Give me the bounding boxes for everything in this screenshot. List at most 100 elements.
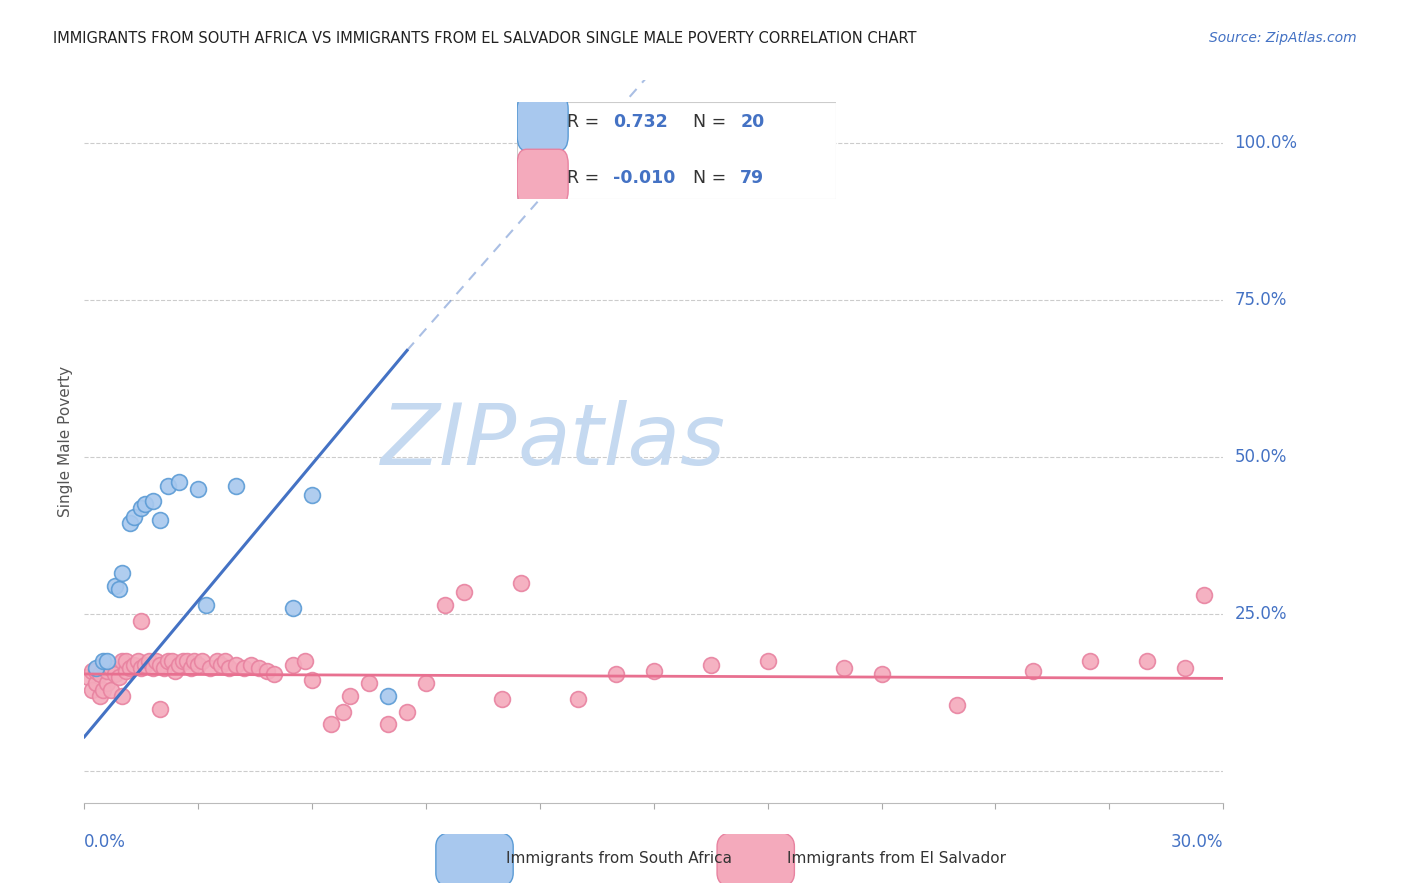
Point xyxy=(207,655,229,669)
Point xyxy=(191,655,214,669)
Point xyxy=(169,657,191,672)
Point xyxy=(301,673,323,688)
Text: 100.0%: 100.0% xyxy=(1234,134,1298,153)
Text: atlas: atlas xyxy=(517,400,725,483)
Point xyxy=(209,657,232,672)
Point xyxy=(510,575,533,590)
Point xyxy=(111,689,134,703)
Point xyxy=(134,497,156,511)
Point xyxy=(122,657,145,672)
Point xyxy=(396,705,419,719)
Point xyxy=(111,655,134,669)
Point xyxy=(107,582,129,597)
Point xyxy=(138,655,160,669)
Point xyxy=(100,682,122,697)
Point xyxy=(567,692,589,706)
Point xyxy=(93,682,115,697)
Text: Immigrants from South Africa: Immigrants from South Africa xyxy=(506,851,733,866)
Y-axis label: Single Male Poverty: Single Male Poverty xyxy=(58,366,73,517)
Point xyxy=(643,664,665,678)
Point xyxy=(194,598,217,612)
FancyBboxPatch shape xyxy=(717,831,794,888)
Point xyxy=(321,717,343,731)
Point xyxy=(160,655,183,669)
Point xyxy=(149,701,172,715)
Point xyxy=(1174,661,1197,675)
Point xyxy=(84,664,107,678)
Point xyxy=(377,717,399,731)
Point xyxy=(225,657,247,672)
Point xyxy=(93,657,115,672)
Point xyxy=(1136,655,1159,669)
Point xyxy=(283,601,305,615)
Point xyxy=(169,475,191,490)
Point xyxy=(1022,664,1045,678)
Point xyxy=(165,664,187,678)
Point xyxy=(107,670,129,684)
Point xyxy=(434,598,457,612)
Point xyxy=(214,655,236,669)
Point xyxy=(122,510,145,524)
Point xyxy=(131,661,153,675)
Text: Source: ZipAtlas.com: Source: ZipAtlas.com xyxy=(1209,31,1357,45)
Point xyxy=(377,689,399,703)
Point xyxy=(240,657,263,672)
Point xyxy=(1194,589,1216,603)
Point xyxy=(176,655,198,669)
Text: 0.0%: 0.0% xyxy=(84,833,127,851)
Point xyxy=(263,667,285,681)
Point xyxy=(115,664,138,678)
Point xyxy=(172,655,194,669)
Point xyxy=(198,661,221,675)
Point xyxy=(156,478,179,492)
Point xyxy=(142,494,165,508)
Point xyxy=(104,667,127,681)
Point xyxy=(359,676,381,690)
Point xyxy=(283,657,305,672)
Point xyxy=(756,655,779,669)
Point xyxy=(339,689,361,703)
Point xyxy=(225,478,247,492)
Point xyxy=(96,676,118,690)
Point xyxy=(84,661,107,675)
Point xyxy=(131,500,153,515)
Point xyxy=(491,692,513,706)
Point xyxy=(247,661,270,675)
Point xyxy=(127,655,149,669)
Point xyxy=(605,667,627,681)
Point xyxy=(115,655,138,669)
Point xyxy=(180,661,202,675)
Point xyxy=(183,655,205,669)
Point xyxy=(118,516,141,531)
Point xyxy=(96,655,118,669)
Text: 50.0%: 50.0% xyxy=(1234,449,1286,467)
Point xyxy=(415,676,437,690)
Text: 30.0%: 30.0% xyxy=(1171,833,1223,851)
Point xyxy=(80,682,103,697)
Point xyxy=(301,488,323,502)
Point xyxy=(118,661,141,675)
Point xyxy=(832,661,855,675)
Point xyxy=(80,664,103,678)
Point xyxy=(453,585,475,599)
Point xyxy=(1080,655,1102,669)
Point xyxy=(256,664,278,678)
Point xyxy=(111,566,134,581)
Point xyxy=(84,676,107,690)
Point xyxy=(134,657,156,672)
Text: 25.0%: 25.0% xyxy=(1234,606,1286,624)
Point xyxy=(96,664,118,678)
FancyBboxPatch shape xyxy=(436,831,513,888)
Text: 75.0%: 75.0% xyxy=(1234,291,1286,310)
Point xyxy=(149,657,172,672)
Point xyxy=(294,655,316,669)
Point xyxy=(187,482,209,496)
Point xyxy=(131,614,153,628)
Point xyxy=(153,661,176,675)
Point xyxy=(77,670,100,684)
Point xyxy=(93,655,115,669)
Point xyxy=(218,661,240,675)
Point xyxy=(100,661,122,675)
Text: IMMIGRANTS FROM SOUTH AFRICA VS IMMIGRANTS FROM EL SALVADOR SINGLE MALE POVERTY : IMMIGRANTS FROM SOUTH AFRICA VS IMMIGRAN… xyxy=(53,31,917,46)
Text: ZIP: ZIP xyxy=(381,400,517,483)
